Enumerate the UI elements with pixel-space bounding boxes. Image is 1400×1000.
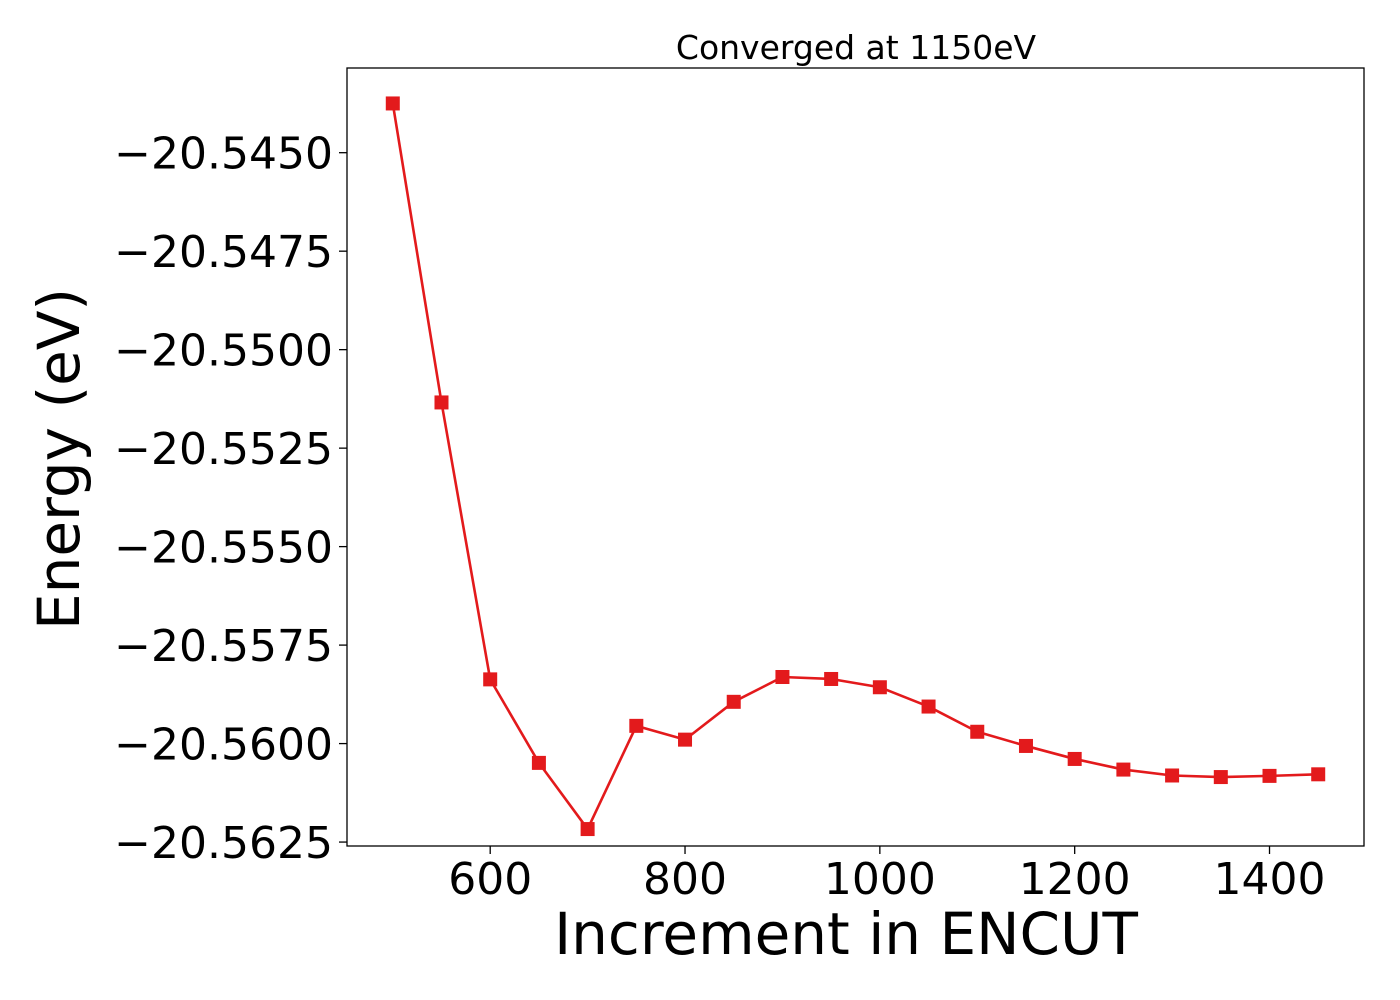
y-tick-label: −20.5550	[114, 523, 333, 574]
x-tick-label: 800	[643, 854, 727, 905]
data-point	[824, 671, 839, 686]
data-point	[970, 724, 985, 739]
data-point	[531, 755, 546, 770]
data-point	[1165, 768, 1180, 783]
series-line	[391, 103, 1319, 831]
data-point	[775, 670, 790, 685]
data-point	[1116, 762, 1131, 777]
x-tick-label: 1400	[1214, 854, 1326, 905]
y-tick-label: −20.5575	[114, 621, 333, 672]
data-point	[385, 96, 400, 111]
chart-title: Converged at 1150eV	[676, 28, 1037, 67]
x-tick-label: 1000	[824, 854, 936, 905]
data-point	[483, 672, 498, 687]
data-point	[1311, 767, 1326, 782]
data-point	[434, 395, 449, 410]
data-point	[678, 732, 693, 747]
y-tick-label: −20.5525	[114, 424, 333, 475]
data-point	[726, 694, 741, 709]
y-axis-ticks: −20.5450 −20.5475 −20.5500 −20.5525 −20.5550…	[114, 129, 347, 869]
data-point	[1067, 751, 1082, 766]
y-tick-label: −20.5475	[114, 227, 333, 278]
data-point	[1018, 738, 1033, 753]
data-point	[1213, 770, 1228, 785]
y-tick-label: −20.5500	[114, 326, 333, 377]
x-tick-label: 1200	[1019, 854, 1131, 905]
data-point	[629, 718, 644, 733]
series-layer	[385, 96, 1326, 837]
x-axis-label: Increment in ENCUT	[554, 900, 1138, 968]
data-point	[1262, 768, 1277, 783]
data-point	[580, 822, 595, 837]
x-tick-label: 600	[448, 854, 532, 905]
y-axis-label: Energy (eV)	[25, 288, 93, 630]
y-tick-label: −20.5625	[114, 818, 333, 869]
data-point	[872, 680, 887, 695]
x-axis-ticks: 600 800 1000 1200 1400	[448, 846, 1326, 905]
y-tick-label: −20.5600	[114, 720, 333, 771]
y-tick-label: −20.5450	[114, 129, 333, 180]
plot-area	[346, 67, 1365, 847]
data-point	[921, 699, 936, 714]
